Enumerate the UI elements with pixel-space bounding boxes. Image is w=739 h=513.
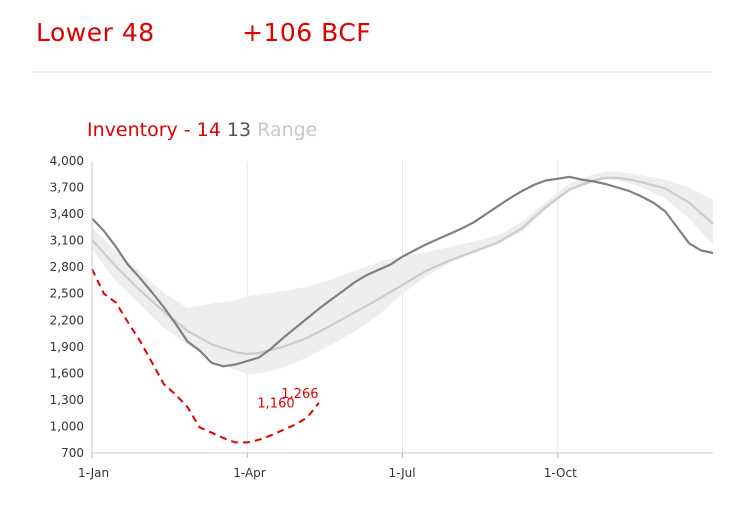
data-label: 1,160	[257, 396, 294, 411]
y-tick-label: 700	[61, 446, 84, 460]
divider	[32, 71, 712, 73]
y-tick-label: 3,100	[50, 234, 84, 248]
range-band	[92, 171, 713, 375]
y-tick-label: 2,200	[50, 313, 84, 327]
y-tick-label: 3,400	[50, 207, 84, 221]
header: Lower 48 +106 BCF	[36, 18, 716, 58]
y-tick-label: 1,000	[50, 419, 84, 433]
legend-range: Range	[257, 119, 318, 141]
y-tick-label: 4,000	[50, 154, 84, 168]
axes: 4,000 3,700 3,400 3,100 2,800 2,500 2,200 1,900…	[50, 154, 713, 480]
legend-series-13: 13	[226, 119, 252, 141]
x-tick-label: 1-Oct	[544, 466, 577, 480]
y-tick-label: 3,700	[50, 181, 84, 195]
x-tick-label: 1-Jul	[389, 466, 416, 480]
series-line-range	[91, 176, 714, 355]
series-line-14	[91, 268, 320, 444]
legend-series-14: Inventory - 14	[87, 119, 221, 141]
x-tick-label: 1-Apr	[233, 466, 266, 480]
series-lines	[91, 175, 714, 444]
y-tick-label: 1,300	[50, 393, 84, 407]
chart-title: Inventory - 14 13 Range	[87, 119, 317, 141]
series-line-13	[91, 175, 714, 368]
y-tick-label: 1,600	[50, 366, 84, 380]
storage-delta: +106 BCF	[242, 18, 372, 47]
y-tick-label: 2,800	[50, 260, 84, 274]
region-title: Lower 48	[36, 18, 155, 47]
range-band-layer	[92, 171, 713, 375]
y-tick-label: 2,500	[50, 287, 84, 301]
x-tick-label: 1-Jan	[78, 466, 109, 480]
data-label: 1,266	[281, 387, 318, 402]
y-tick-label: 1,900	[50, 340, 84, 354]
